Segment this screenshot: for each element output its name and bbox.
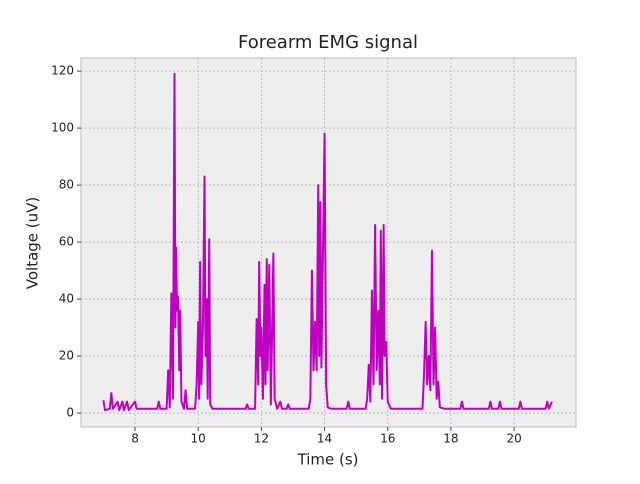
x-tick-label: 18 [443,432,458,446]
x-tick-label: 8 [131,432,139,446]
plot-area [80,57,577,428]
x-tick-label: 16 [380,432,395,446]
x-tick-label: 14 [317,432,332,446]
y-tick-label: 60 [59,235,74,249]
x-axis-label: Time (s) [297,451,359,469]
y-tick-label: 100 [51,121,74,135]
y-tick-label: 80 [59,178,74,192]
signal-line [102,72,553,412]
y-tick-label: 120 [51,64,74,78]
y-axis-label: Voltage (uV) [24,197,42,290]
y-tick-label: 20 [59,349,74,363]
y-tick-label: 0 [66,406,74,420]
y-tick-label: 40 [59,292,74,306]
x-tick-label: 20 [506,432,521,446]
x-tick-label: 10 [191,432,206,446]
chart-title: Forearm EMG signal [238,32,418,53]
x-tick-label: 12 [254,432,269,446]
